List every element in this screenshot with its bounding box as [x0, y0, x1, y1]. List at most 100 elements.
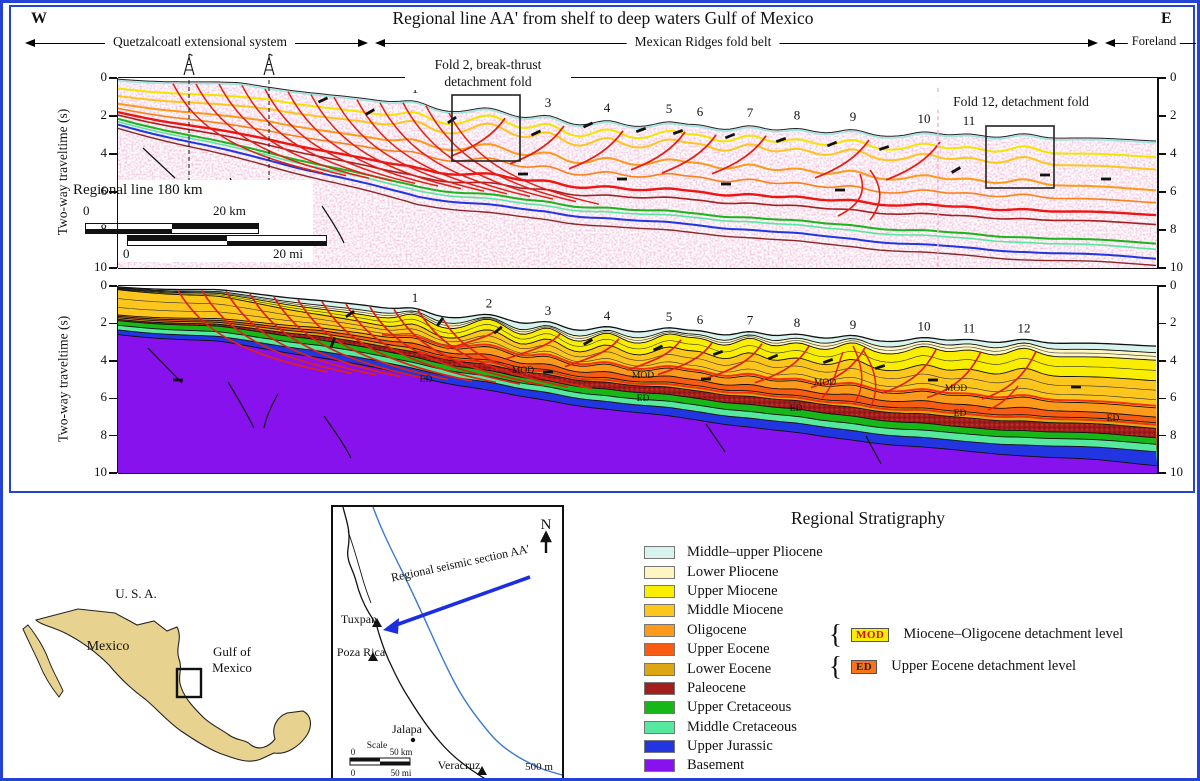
extensional-fault: [172, 83, 324, 174]
axis-tick-label: 10: [94, 464, 107, 479]
motion-tick: [364, 108, 376, 116]
motion-tick: [652, 344, 664, 352]
panel-border: [118, 285, 1158, 287]
motion-tick: [672, 128, 684, 136]
axis-tick-label: 2: [100, 107, 108, 122]
svg-label: Gulf of: [213, 644, 252, 659]
thrust-fault: [505, 333, 561, 360]
mod-swatch: MOD: [850, 627, 890, 642]
seismic-horizon: [118, 117, 1157, 245]
axis-tick-label: 0: [100, 69, 108, 84]
thrust-fault: [987, 385, 1019, 411]
axis-tick-label: 0: [100, 277, 108, 292]
legend-row: Oligocene: [644, 621, 823, 640]
extensional-fault: [310, 94, 462, 190]
legend-swatch: [644, 643, 675, 657]
axis-tick: [1158, 285, 1166, 287]
svg-label: 5: [666, 101, 673, 116]
north-arrow-icon: [540, 530, 552, 553]
axis-tick-label: 10: [94, 259, 107, 274]
svg-label: Mexico: [87, 639, 130, 654]
motion-tick: [493, 325, 503, 335]
motion-tick: [835, 188, 845, 192]
motion-tick: [826, 140, 838, 148]
section-arrowhead-icon: [383, 618, 399, 634]
axis-tick-label: 10: [1170, 464, 1183, 479]
strat-boundary: [118, 288, 1157, 361]
axis-title: Two-way traveltime (s): [55, 108, 70, 236]
motion-tick: [1071, 385, 1081, 389]
strat-boundary: [118, 334, 1157, 467]
axis-tick: [1158, 77, 1166, 79]
legend-label: Lower Eocene: [687, 660, 772, 677]
figure-shape: [333, 507, 562, 778]
motion-tick: [1040, 173, 1050, 177]
axis-tick-label: 4: [1170, 145, 1177, 160]
svg-label: Veracruz: [438, 758, 481, 772]
motion-tick: [822, 357, 834, 365]
seismic-horizon: [118, 111, 1157, 217]
thrust-fault: [821, 345, 877, 409]
strat-boundary: [118, 315, 1157, 418]
svg-label: 7: [747, 105, 754, 120]
scale-zero-mi: 0: [123, 246, 130, 261]
strat-boundary: [118, 314, 1157, 409]
svg-label: Scale: [367, 741, 388, 751]
legend-row: Middle–upper Pliocene: [644, 543, 823, 562]
axis-tick: [109, 115, 117, 117]
svg-label: ED: [954, 409, 967, 419]
zone-label-mexican-ridges: Mexican Ridges fold belt: [626, 34, 780, 50]
strat-boundary: [118, 287, 1157, 354]
extensional-fault: [425, 105, 577, 203]
strat-internal-line: [118, 288, 1157, 357]
seismic-horizon: [118, 87, 1157, 159]
axis-tick: [1158, 229, 1166, 231]
legend-label: Middle–upper Pliocene: [687, 544, 823, 561]
legend-swatch: [644, 662, 675, 676]
detachment-label: Miocene–Oligocene detachment level: [903, 626, 1124, 642]
extensional-fault: [273, 296, 425, 379]
axis-tick: [109, 397, 117, 399]
svg-label: Tuxpan: [341, 612, 377, 626]
legend-swatch: [644, 720, 675, 734]
svg-label: 0: [351, 768, 356, 778]
svg-label: 1: [412, 290, 419, 305]
thrust-fault: [661, 134, 717, 174]
lagoon-barrier: [347, 530, 372, 604]
legend-row: Lower Pliocene: [644, 562, 823, 581]
axis-line: [116, 78, 119, 268]
scale-bar-km: [85, 223, 259, 234]
svg-label: N: [541, 517, 552, 533]
axis-tick: [1158, 322, 1166, 325]
city-marker: [372, 618, 382, 627]
well-derrick-icon: [263, 53, 275, 76]
legend-label: Upper Cretaceous: [687, 699, 792, 716]
motion-tick: [617, 177, 627, 181]
svg-label: 5: [666, 309, 673, 324]
thrust-fault: [630, 131, 686, 171]
arrowhead-right-icon: [358, 39, 368, 47]
location-map-frame: Regional seismic section AA' N Tuxpan Poza …: [331, 505, 564, 778]
seafloor-line: [118, 78, 1157, 142]
motion-tick: [345, 309, 355, 319]
strat-layer: [118, 334, 1158, 473]
svg-label: 9: [850, 317, 857, 332]
motion-tick: [543, 370, 553, 374]
baja-peninsula: [22, 624, 64, 698]
axis-tick-label: 2: [1170, 314, 1177, 330]
motion-tick: [582, 338, 594, 346]
legend-row: Middle Cretaceous: [644, 718, 823, 737]
svg-label: 3: [545, 303, 552, 318]
basement-fault: [705, 423, 726, 453]
seismic-section-line: [392, 575, 531, 628]
extensional-fault: [264, 88, 416, 185]
thrust-fault: [711, 135, 767, 175]
svg-label: 12: [1018, 320, 1031, 335]
extensional-fault: [287, 91, 439, 187]
scale-mi-label: 20 mi: [273, 246, 303, 261]
svg-label: 11: [963, 321, 976, 336]
extensional-fault: [441, 317, 593, 390]
scale-bar-mi: [127, 235, 327, 246]
